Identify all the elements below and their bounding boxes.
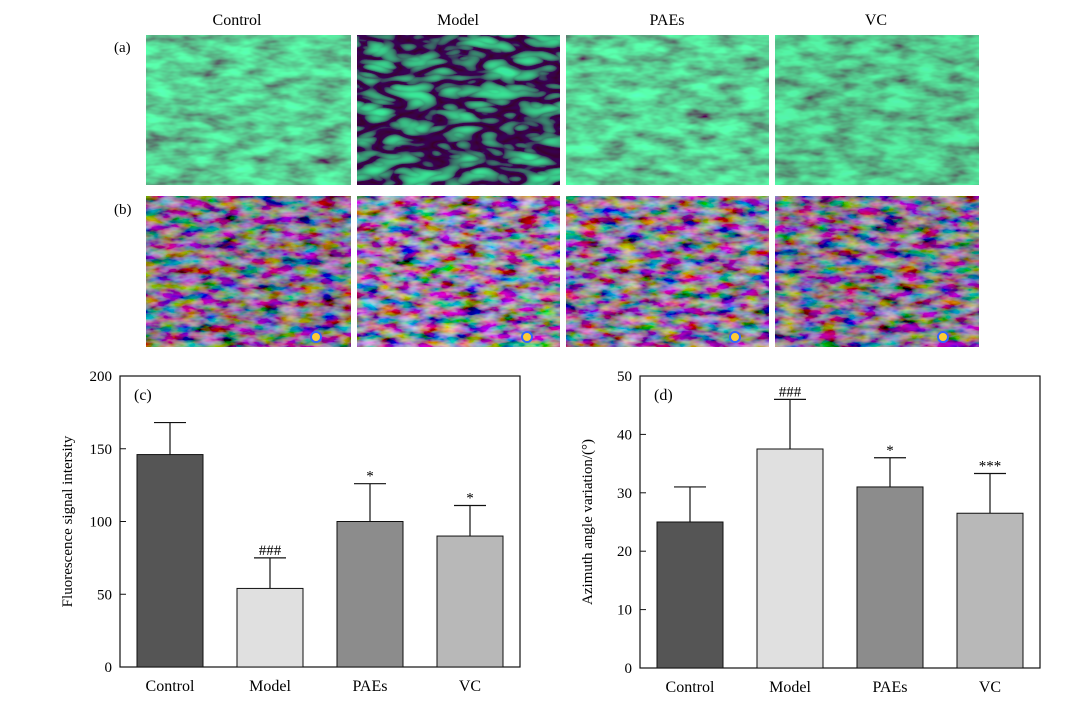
row-b-images xyxy=(146,196,979,347)
image-b-vc xyxy=(775,196,979,347)
column-title-control: Control xyxy=(213,12,262,29)
y-tick-label: 100 xyxy=(90,515,113,531)
micrograph-grid: Control Model PAEs VC (a) (b) xyxy=(114,12,979,347)
image-b-paes xyxy=(566,196,769,347)
bar-paes xyxy=(336,521,404,668)
chart-c: (c) 0 50 100 150 200 Fluorescence signal inter… xyxy=(60,369,521,695)
x-tick-label: Model xyxy=(769,679,811,696)
image-a-model xyxy=(357,35,560,185)
y-tick-label: 200 xyxy=(90,369,113,385)
chart-d: (d) 0 10 20 30 40 50 Azimuth angle variation/(°… xyxy=(580,369,1041,696)
significance-label: *** xyxy=(979,459,1002,475)
column-title-vc: VC xyxy=(865,12,887,29)
bar-control xyxy=(656,521,724,669)
significance-label: ### xyxy=(259,543,282,559)
significance-label: ### xyxy=(779,384,802,400)
x-tick-label: Control xyxy=(666,679,715,696)
bar-control xyxy=(136,454,204,668)
x-tick-label: VC xyxy=(459,678,481,695)
bar-vc xyxy=(436,535,504,668)
x-tick-label: VC xyxy=(979,679,1001,696)
y-tick-label: 0 xyxy=(625,661,633,677)
image-b-model xyxy=(357,196,560,347)
x-tick-label: PAEs xyxy=(873,679,908,696)
x-tick-label: Control xyxy=(146,678,195,695)
x-tick-label: Model xyxy=(249,678,291,695)
y-axis-label: Fluorescence signal intersity xyxy=(60,435,76,607)
y-axis-label: Azimuth angle variation/(°) xyxy=(580,439,596,605)
significance-label: * xyxy=(466,490,474,506)
image-b-control xyxy=(146,196,351,347)
significance-label: * xyxy=(886,443,894,459)
panel-label: (d) xyxy=(654,387,673,404)
y-tick-label: 50 xyxy=(617,369,632,385)
image-a-paes xyxy=(566,35,769,185)
panel-label: (c) xyxy=(134,387,152,404)
y-tick-label: 30 xyxy=(617,486,632,502)
y-tick-label: 50 xyxy=(97,587,112,603)
y-tick-label: 10 xyxy=(617,603,632,619)
column-title-model: Model xyxy=(437,12,479,29)
plot-frame xyxy=(639,375,1041,669)
row-a-images xyxy=(146,35,979,185)
bar-paes xyxy=(856,486,924,669)
column-title-paes: PAEs xyxy=(650,12,685,29)
row-label-a: (a) xyxy=(114,40,131,56)
y-tick-label: 150 xyxy=(90,442,113,458)
row-label-b: (b) xyxy=(114,202,132,218)
image-a-control xyxy=(146,35,351,185)
y-tick-label: 20 xyxy=(617,544,632,560)
y-tick-label: 0 xyxy=(105,660,113,676)
image-a-vc xyxy=(775,35,979,185)
bar-vc xyxy=(956,512,1024,669)
bar-model xyxy=(756,448,824,669)
x-tick-label: PAEs xyxy=(353,678,388,695)
significance-label: * xyxy=(366,469,374,485)
bar-model xyxy=(236,587,304,668)
y-tick-label: 40 xyxy=(617,427,632,443)
